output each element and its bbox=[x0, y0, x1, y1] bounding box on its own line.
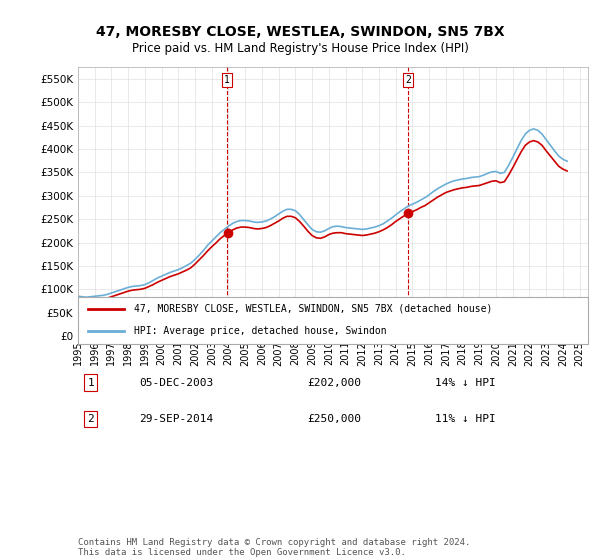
Text: 2: 2 bbox=[88, 414, 94, 424]
Text: Contains HM Land Registry data © Crown copyright and database right 2024.
This d: Contains HM Land Registry data © Crown c… bbox=[78, 538, 470, 557]
Text: 14% ↓ HPI: 14% ↓ HPI bbox=[435, 378, 496, 388]
Text: 2: 2 bbox=[406, 75, 411, 85]
Text: HPI: Average price, detached house, Swindon: HPI: Average price, detached house, Swin… bbox=[134, 326, 387, 336]
Text: 05-DEC-2003: 05-DEC-2003 bbox=[139, 378, 214, 388]
Text: £250,000: £250,000 bbox=[308, 414, 361, 424]
Text: 11% ↓ HPI: 11% ↓ HPI bbox=[435, 414, 496, 424]
Text: Price paid vs. HM Land Registry's House Price Index (HPI): Price paid vs. HM Land Registry's House … bbox=[131, 42, 469, 55]
Text: 47, MORESBY CLOSE, WESTLEA, SWINDON, SN5 7BX: 47, MORESBY CLOSE, WESTLEA, SWINDON, SN5… bbox=[95, 25, 505, 39]
Text: 1: 1 bbox=[224, 75, 230, 85]
Text: 47, MORESBY CLOSE, WESTLEA, SWINDON, SN5 7BX (detached house): 47, MORESBY CLOSE, WESTLEA, SWINDON, SN5… bbox=[134, 304, 493, 314]
Text: 29-SEP-2014: 29-SEP-2014 bbox=[139, 414, 214, 424]
Text: 1: 1 bbox=[88, 378, 94, 388]
Text: £202,000: £202,000 bbox=[308, 378, 361, 388]
FancyBboxPatch shape bbox=[78, 297, 588, 344]
